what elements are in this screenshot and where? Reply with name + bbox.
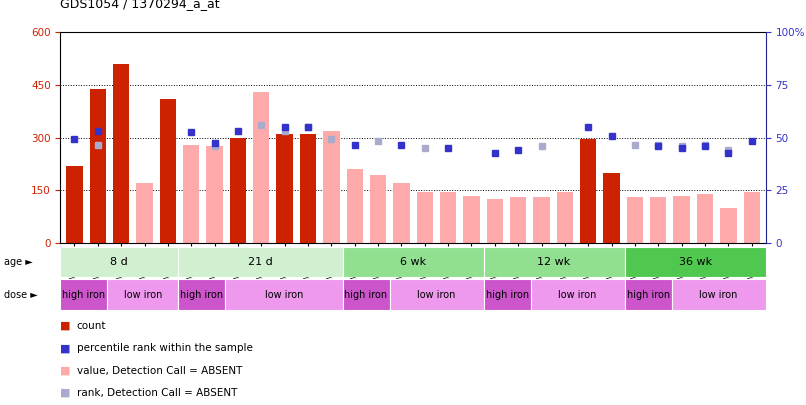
Bar bbox=[107, 279, 178, 310]
Text: ■: ■ bbox=[60, 343, 71, 353]
Bar bbox=[183, 145, 199, 243]
Bar bbox=[323, 131, 339, 243]
Bar bbox=[484, 279, 530, 310]
Text: dose ►: dose ► bbox=[4, 290, 38, 300]
Text: high iron: high iron bbox=[62, 290, 106, 300]
Bar bbox=[389, 279, 484, 310]
Bar bbox=[721, 208, 737, 243]
Bar bbox=[89, 89, 106, 243]
Text: 6 wk: 6 wk bbox=[400, 257, 426, 267]
Text: 12 wk: 12 wk bbox=[538, 257, 571, 267]
Text: high iron: high iron bbox=[180, 290, 223, 300]
Bar bbox=[66, 166, 83, 243]
Bar bbox=[206, 147, 222, 243]
Text: low iron: low iron bbox=[559, 290, 596, 300]
Bar bbox=[253, 92, 269, 243]
Bar bbox=[625, 279, 671, 310]
Bar bbox=[136, 183, 152, 243]
Text: GDS1054 / 1370294_a_at: GDS1054 / 1370294_a_at bbox=[60, 0, 220, 10]
Bar bbox=[557, 192, 573, 243]
Bar bbox=[276, 134, 293, 243]
Bar bbox=[530, 279, 625, 310]
Text: value, Detection Call = ABSENT: value, Detection Call = ABSENT bbox=[77, 366, 242, 375]
Bar bbox=[604, 173, 620, 243]
Bar bbox=[671, 279, 766, 310]
Bar bbox=[674, 196, 690, 243]
Bar bbox=[417, 192, 433, 243]
Bar bbox=[440, 192, 456, 243]
Text: ■: ■ bbox=[60, 321, 71, 331]
Bar bbox=[650, 197, 667, 243]
Text: 8 d: 8 d bbox=[110, 257, 128, 267]
Bar bbox=[484, 247, 625, 277]
Text: low iron: low iron bbox=[123, 290, 162, 300]
Text: percentile rank within the sample: percentile rank within the sample bbox=[77, 343, 252, 353]
Bar bbox=[510, 197, 526, 243]
Bar bbox=[370, 175, 386, 243]
Bar bbox=[60, 279, 107, 310]
Text: high iron: high iron bbox=[485, 290, 529, 300]
Bar bbox=[347, 169, 363, 243]
Bar bbox=[300, 134, 316, 243]
Text: low iron: low iron bbox=[264, 290, 303, 300]
Bar bbox=[178, 279, 225, 310]
Bar bbox=[113, 64, 129, 243]
Text: ■: ■ bbox=[60, 366, 71, 375]
Text: rank, Detection Call = ABSENT: rank, Detection Call = ABSENT bbox=[77, 388, 237, 398]
Bar bbox=[178, 247, 343, 277]
Text: 36 wk: 36 wk bbox=[679, 257, 712, 267]
Text: count: count bbox=[77, 321, 106, 331]
Bar bbox=[160, 99, 176, 243]
Text: low iron: low iron bbox=[700, 290, 737, 300]
Text: 21 d: 21 d bbox=[248, 257, 272, 267]
Bar bbox=[627, 197, 643, 243]
Bar bbox=[534, 197, 550, 243]
Bar bbox=[60, 247, 178, 277]
Bar bbox=[225, 279, 343, 310]
Bar bbox=[393, 183, 409, 243]
Text: high iron: high iron bbox=[344, 290, 388, 300]
Bar bbox=[697, 194, 713, 243]
Text: ■: ■ bbox=[60, 388, 71, 398]
Bar bbox=[625, 247, 766, 277]
Bar bbox=[487, 199, 503, 243]
Text: low iron: low iron bbox=[418, 290, 455, 300]
Bar bbox=[580, 139, 596, 243]
Bar bbox=[743, 192, 760, 243]
Bar bbox=[343, 279, 389, 310]
Text: age ►: age ► bbox=[4, 257, 33, 267]
Bar bbox=[230, 138, 246, 243]
Bar bbox=[343, 247, 484, 277]
Text: high iron: high iron bbox=[626, 290, 670, 300]
Bar bbox=[463, 196, 480, 243]
